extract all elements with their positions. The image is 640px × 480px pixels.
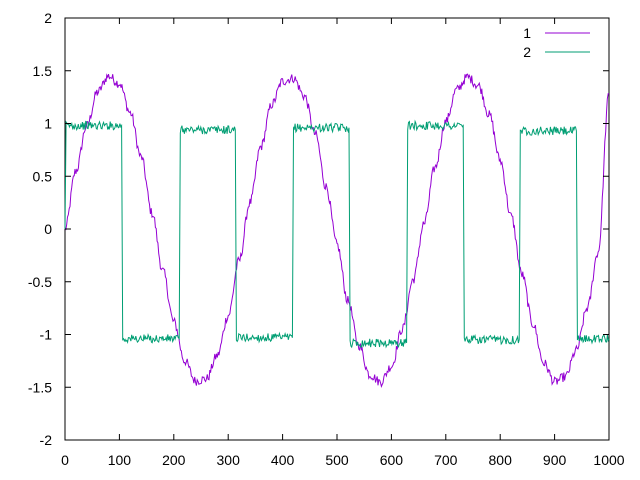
axis-ticks: 0 100 200 300 400 500 600 700 800 900 1000 2 1.5 1 0.5… (28, 10, 625, 468)
legend: 12 (523, 25, 590, 60)
x-tick-label: 600 (380, 452, 404, 468)
legend-label-1: 1 (523, 25, 531, 41)
plot-border (64, 17, 610, 441)
y-tick-label: -1 (40, 327, 53, 343)
x-tick-label: 200 (162, 452, 186, 468)
x-tick-label: 300 (217, 452, 241, 468)
y-tick-label: -2 (40, 432, 53, 448)
x-tick-label: 900 (543, 452, 567, 468)
y-tick-label: -1.5 (28, 379, 52, 395)
legend-label-2: 2 (523, 44, 531, 60)
y-tick-label: 1.5 (33, 63, 53, 79)
x-tick-label: 500 (325, 452, 349, 468)
y-tick-label: 0 (44, 221, 52, 237)
y-tick-label: 2 (44, 10, 52, 26)
x-tick-label: 800 (489, 452, 513, 468)
x-tick-label: 700 (434, 452, 458, 468)
y-tick-label: 0.5 (33, 168, 53, 184)
y-tick-label: -0.5 (28, 274, 52, 290)
series-group (64, 73, 610, 388)
series-line-1 (64, 73, 610, 388)
x-tick-label: 1000 (593, 452, 624, 468)
x-tick-label: 100 (108, 452, 132, 468)
x-tick-label: 0 (61, 452, 69, 468)
y-tick-label: 1 (44, 116, 52, 132)
x-tick-label: 400 (271, 452, 295, 468)
plot-frame (64, 17, 610, 441)
series-line-2 (64, 119, 610, 349)
